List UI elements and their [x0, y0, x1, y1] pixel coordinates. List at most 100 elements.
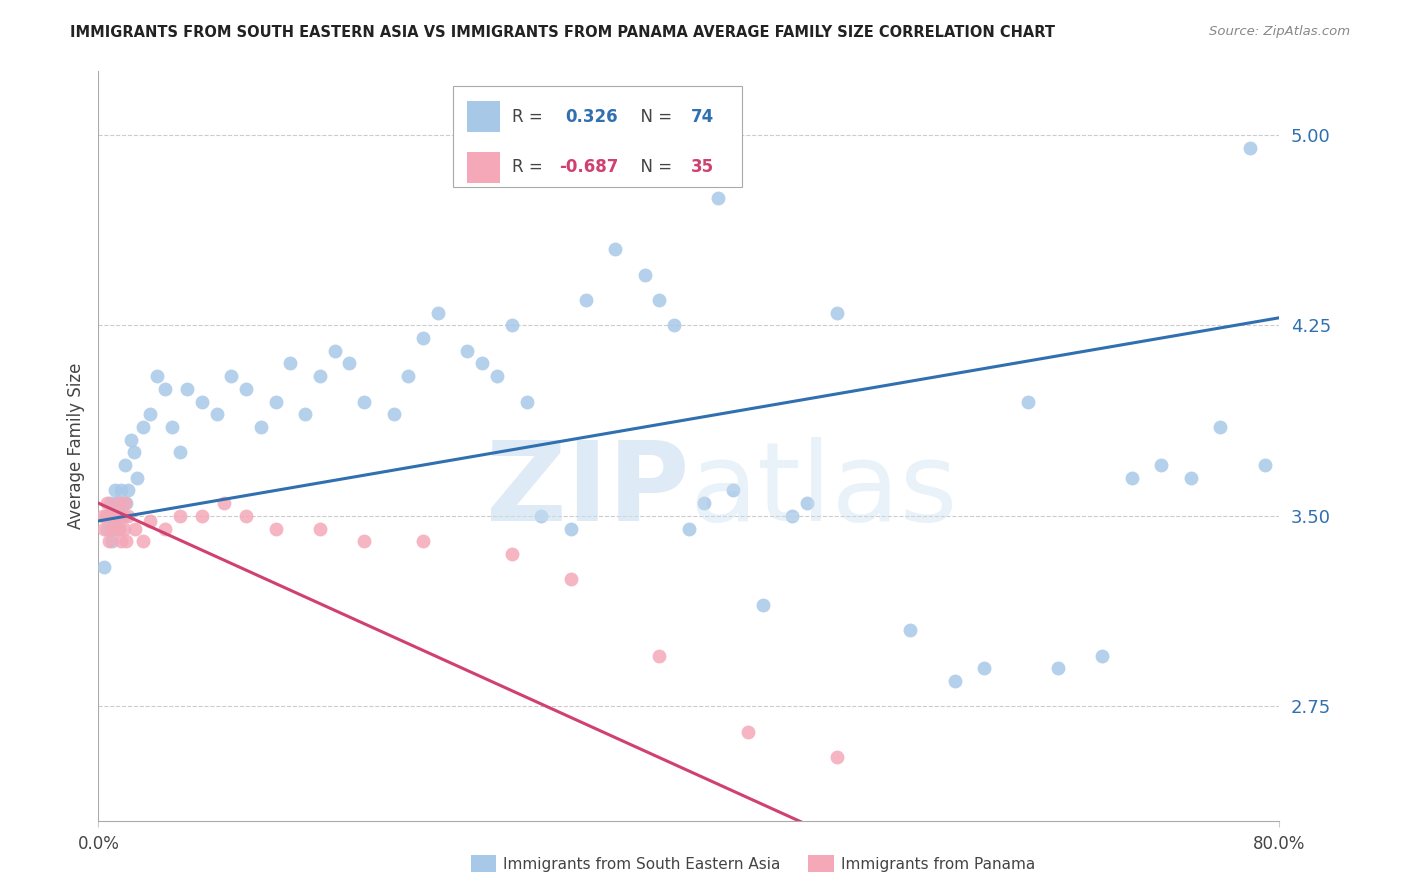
Point — [1150, 458, 1173, 472]
Text: ZIP: ZIP — [485, 437, 689, 544]
Point — [115, 496, 138, 510]
Point — [707, 191, 730, 205]
Point — [1018, 394, 1040, 409]
Text: R =: R = — [512, 158, 548, 177]
Point — [153, 522, 176, 536]
Point — [1121, 471, 1143, 485]
Point — [323, 343, 346, 358]
Point — [139, 407, 162, 421]
Point — [110, 483, 132, 498]
Point — [212, 496, 235, 510]
Point — [575, 293, 598, 307]
Point — [1047, 661, 1070, 675]
FancyBboxPatch shape — [467, 101, 501, 132]
Point — [560, 572, 582, 586]
Point — [93, 559, 115, 574]
Point — [382, 407, 405, 421]
Point — [339, 356, 361, 370]
Text: -0.687: -0.687 — [560, 158, 619, 177]
Point — [280, 356, 302, 370]
Point — [104, 522, 127, 536]
Point — [605, 242, 627, 256]
Point — [752, 598, 775, 612]
Point — [111, 496, 134, 510]
Point — [264, 522, 287, 536]
Point — [100, 522, 122, 536]
Point — [105, 508, 128, 523]
Point — [486, 369, 509, 384]
Point — [104, 483, 127, 498]
Point — [139, 514, 162, 528]
Point — [723, 483, 745, 498]
Point — [427, 306, 450, 320]
Point — [132, 534, 155, 549]
Point — [501, 318, 523, 333]
Point — [353, 394, 375, 409]
Point — [153, 382, 176, 396]
Point — [412, 534, 434, 549]
Point — [93, 522, 115, 536]
Point — [100, 534, 122, 549]
Text: 35: 35 — [692, 158, 714, 177]
Point — [98, 508, 121, 523]
Point — [1091, 648, 1114, 663]
Point — [122, 445, 145, 459]
Point — [560, 522, 582, 536]
Point — [107, 496, 129, 510]
Point — [471, 356, 494, 370]
Point — [96, 522, 118, 536]
Point — [117, 483, 139, 498]
Point — [110, 534, 132, 549]
Point — [105, 496, 128, 510]
Point — [825, 306, 848, 320]
Point — [132, 420, 155, 434]
Point — [1239, 140, 1261, 154]
Text: R =: R = — [512, 108, 548, 126]
Point — [114, 496, 136, 510]
Point — [96, 496, 118, 510]
Point — [112, 522, 135, 536]
Point — [294, 407, 316, 421]
Point — [97, 508, 120, 523]
Point — [114, 458, 136, 472]
Text: Immigrants from South Eastern Asia: Immigrants from South Eastern Asia — [503, 857, 780, 871]
Text: N =: N = — [630, 108, 678, 126]
Point — [516, 394, 538, 409]
Point — [501, 547, 523, 561]
Point — [664, 318, 686, 333]
Point — [457, 343, 479, 358]
Point — [124, 522, 146, 536]
Point — [112, 508, 135, 523]
Text: 0.326: 0.326 — [565, 108, 617, 126]
Point — [973, 661, 995, 675]
Point — [309, 369, 332, 384]
Point — [648, 293, 671, 307]
Point — [782, 508, 804, 523]
Text: N =: N = — [630, 158, 678, 177]
Text: Immigrants from Panama: Immigrants from Panama — [841, 857, 1035, 871]
Point — [235, 382, 257, 396]
Text: 74: 74 — [692, 108, 714, 126]
Point — [191, 508, 214, 523]
Point — [737, 724, 759, 739]
Point — [648, 648, 671, 663]
Point — [191, 394, 214, 409]
Point — [169, 508, 191, 523]
Point — [796, 496, 818, 510]
FancyBboxPatch shape — [453, 87, 742, 187]
Point — [634, 268, 657, 282]
Point — [250, 420, 273, 434]
Point — [111, 508, 134, 523]
Point — [398, 369, 420, 384]
Point — [115, 534, 138, 549]
Point — [353, 534, 375, 549]
Point — [235, 508, 257, 523]
Point — [108, 522, 131, 536]
Point — [146, 369, 169, 384]
Point — [108, 522, 131, 536]
Point — [900, 623, 922, 637]
Y-axis label: Average Family Size: Average Family Size — [66, 363, 84, 529]
Point — [91, 508, 114, 523]
Point — [1254, 458, 1277, 472]
Point — [94, 508, 117, 523]
